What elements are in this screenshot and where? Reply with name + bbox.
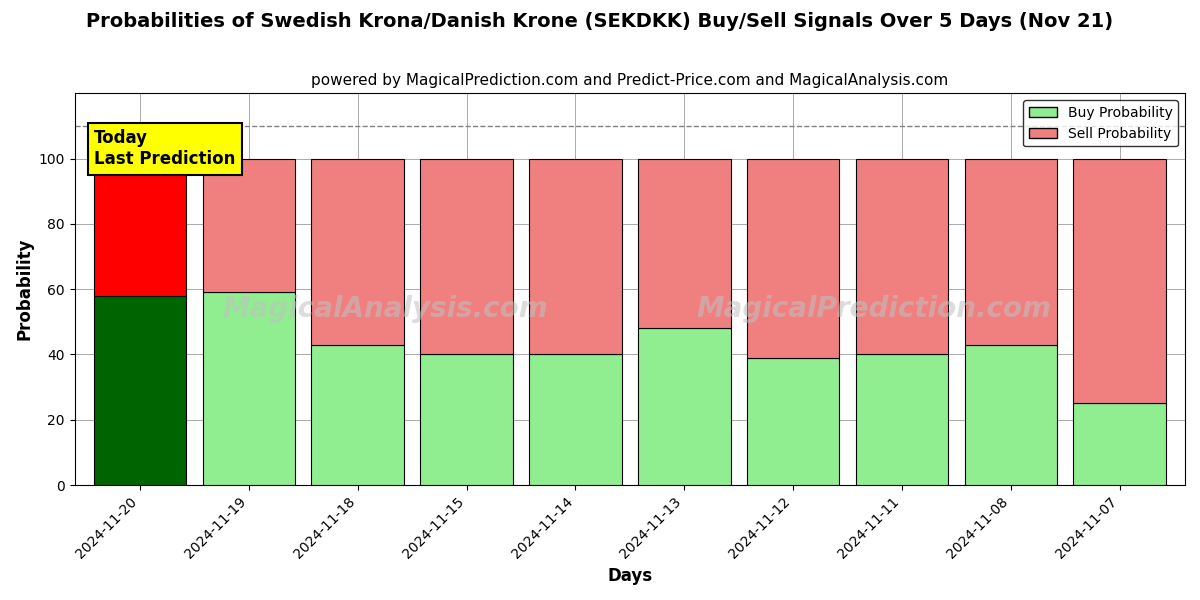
Bar xyxy=(529,355,622,485)
Text: MagicalAnalysis.com: MagicalAnalysis.com xyxy=(223,295,548,323)
Bar xyxy=(312,158,404,345)
Bar xyxy=(856,158,948,355)
Bar xyxy=(965,345,1057,485)
X-axis label: Days: Days xyxy=(607,567,653,585)
Bar xyxy=(420,158,512,355)
Bar xyxy=(856,355,948,485)
Bar xyxy=(529,158,622,355)
Y-axis label: Probability: Probability xyxy=(16,238,34,340)
Bar xyxy=(1074,158,1166,403)
Bar xyxy=(203,158,295,292)
Text: MagicalPrediction.com: MagicalPrediction.com xyxy=(697,295,1051,323)
Text: Today
Last Prediction: Today Last Prediction xyxy=(95,129,235,168)
Bar xyxy=(420,355,512,485)
Bar xyxy=(312,345,404,485)
Title: powered by MagicalPrediction.com and Predict-Price.com and MagicalAnalysis.com: powered by MagicalPrediction.com and Pre… xyxy=(311,73,948,88)
Bar xyxy=(746,158,839,358)
Bar xyxy=(203,292,295,485)
Bar xyxy=(638,328,731,485)
Bar xyxy=(638,158,731,328)
Bar xyxy=(94,296,186,485)
Bar xyxy=(965,158,1057,345)
Bar xyxy=(1074,403,1166,485)
Bar xyxy=(94,158,186,296)
Bar xyxy=(746,358,839,485)
Legend: Buy Probability, Sell Probability: Buy Probability, Sell Probability xyxy=(1024,100,1178,146)
Text: Probabilities of Swedish Krona/Danish Krone (SEKDKK) Buy/Sell Signals Over 5 Day: Probabilities of Swedish Krona/Danish Kr… xyxy=(86,12,1114,31)
